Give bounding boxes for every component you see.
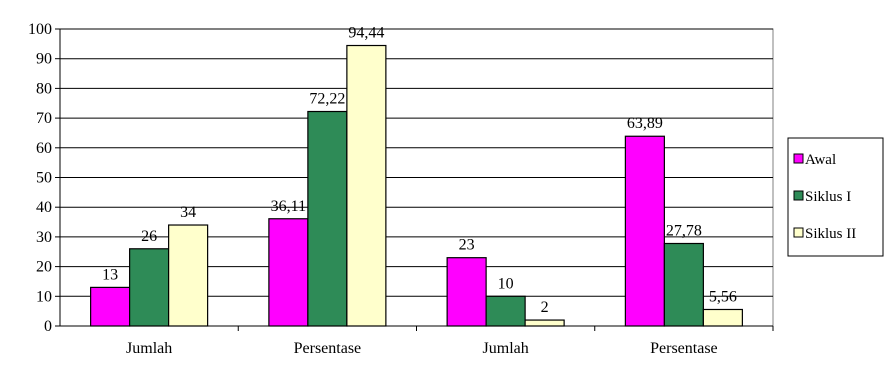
y-tick-label: 0 (44, 318, 52, 335)
bar-siklus-i (485, 295, 526, 327)
bar-siklus-ii (702, 308, 743, 327)
x-tick-label: Jumlah (483, 340, 529, 357)
legend-label: Siklus I (805, 189, 851, 205)
y-tick-label: 70 (36, 110, 52, 127)
y-tick-label: 10 (36, 288, 52, 305)
bar-siklus-ii (168, 224, 209, 327)
bar-siklus-ii (346, 44, 387, 327)
data-label: 63,89 (627, 115, 663, 132)
legend-swatch (793, 153, 804, 164)
y-tick-label: 30 (36, 229, 52, 246)
y-tick-label: 100 (28, 21, 52, 38)
y-tick-label: 40 (36, 199, 52, 216)
y-tick-label: 20 (36, 259, 52, 276)
data-label: 23 (459, 237, 475, 254)
data-label: 34 (180, 204, 196, 221)
data-label: 36,11 (271, 198, 306, 215)
legend-label: Siklus II (805, 226, 856, 242)
data-label: 2 (541, 299, 549, 316)
bar-awal (268, 218, 309, 327)
x-tick-label: Jumlah (126, 340, 172, 357)
legend-box (787, 137, 884, 257)
legend-swatch (793, 190, 804, 201)
bar-siklus-i (663, 242, 704, 327)
data-label: 10 (498, 275, 514, 292)
y-tick-label: 50 (36, 170, 52, 187)
bar-awal (90, 286, 131, 327)
x-tick-label: Persentase (650, 340, 718, 357)
data-label: 72,22 (309, 91, 345, 108)
legend-label: Awal (805, 152, 836, 168)
y-tick-label: 90 (36, 51, 52, 68)
bar-siklus-ii (524, 319, 565, 327)
bar-siklus-i (307, 110, 348, 327)
bar-siklus-i (129, 248, 170, 327)
y-tick-label: 80 (36, 80, 52, 97)
data-label: 27,78 (666, 222, 702, 239)
bar-awal (624, 135, 665, 327)
bar-awal (446, 257, 487, 327)
data-label: 5,56 (709, 288, 737, 305)
data-label: 94,44 (348, 25, 384, 42)
legend-swatch (793, 227, 804, 238)
data-label: 26 (141, 228, 157, 245)
data-label: 13 (102, 266, 118, 283)
y-tick-label: 60 (36, 140, 52, 157)
x-tick-label: Persentase (294, 340, 362, 357)
